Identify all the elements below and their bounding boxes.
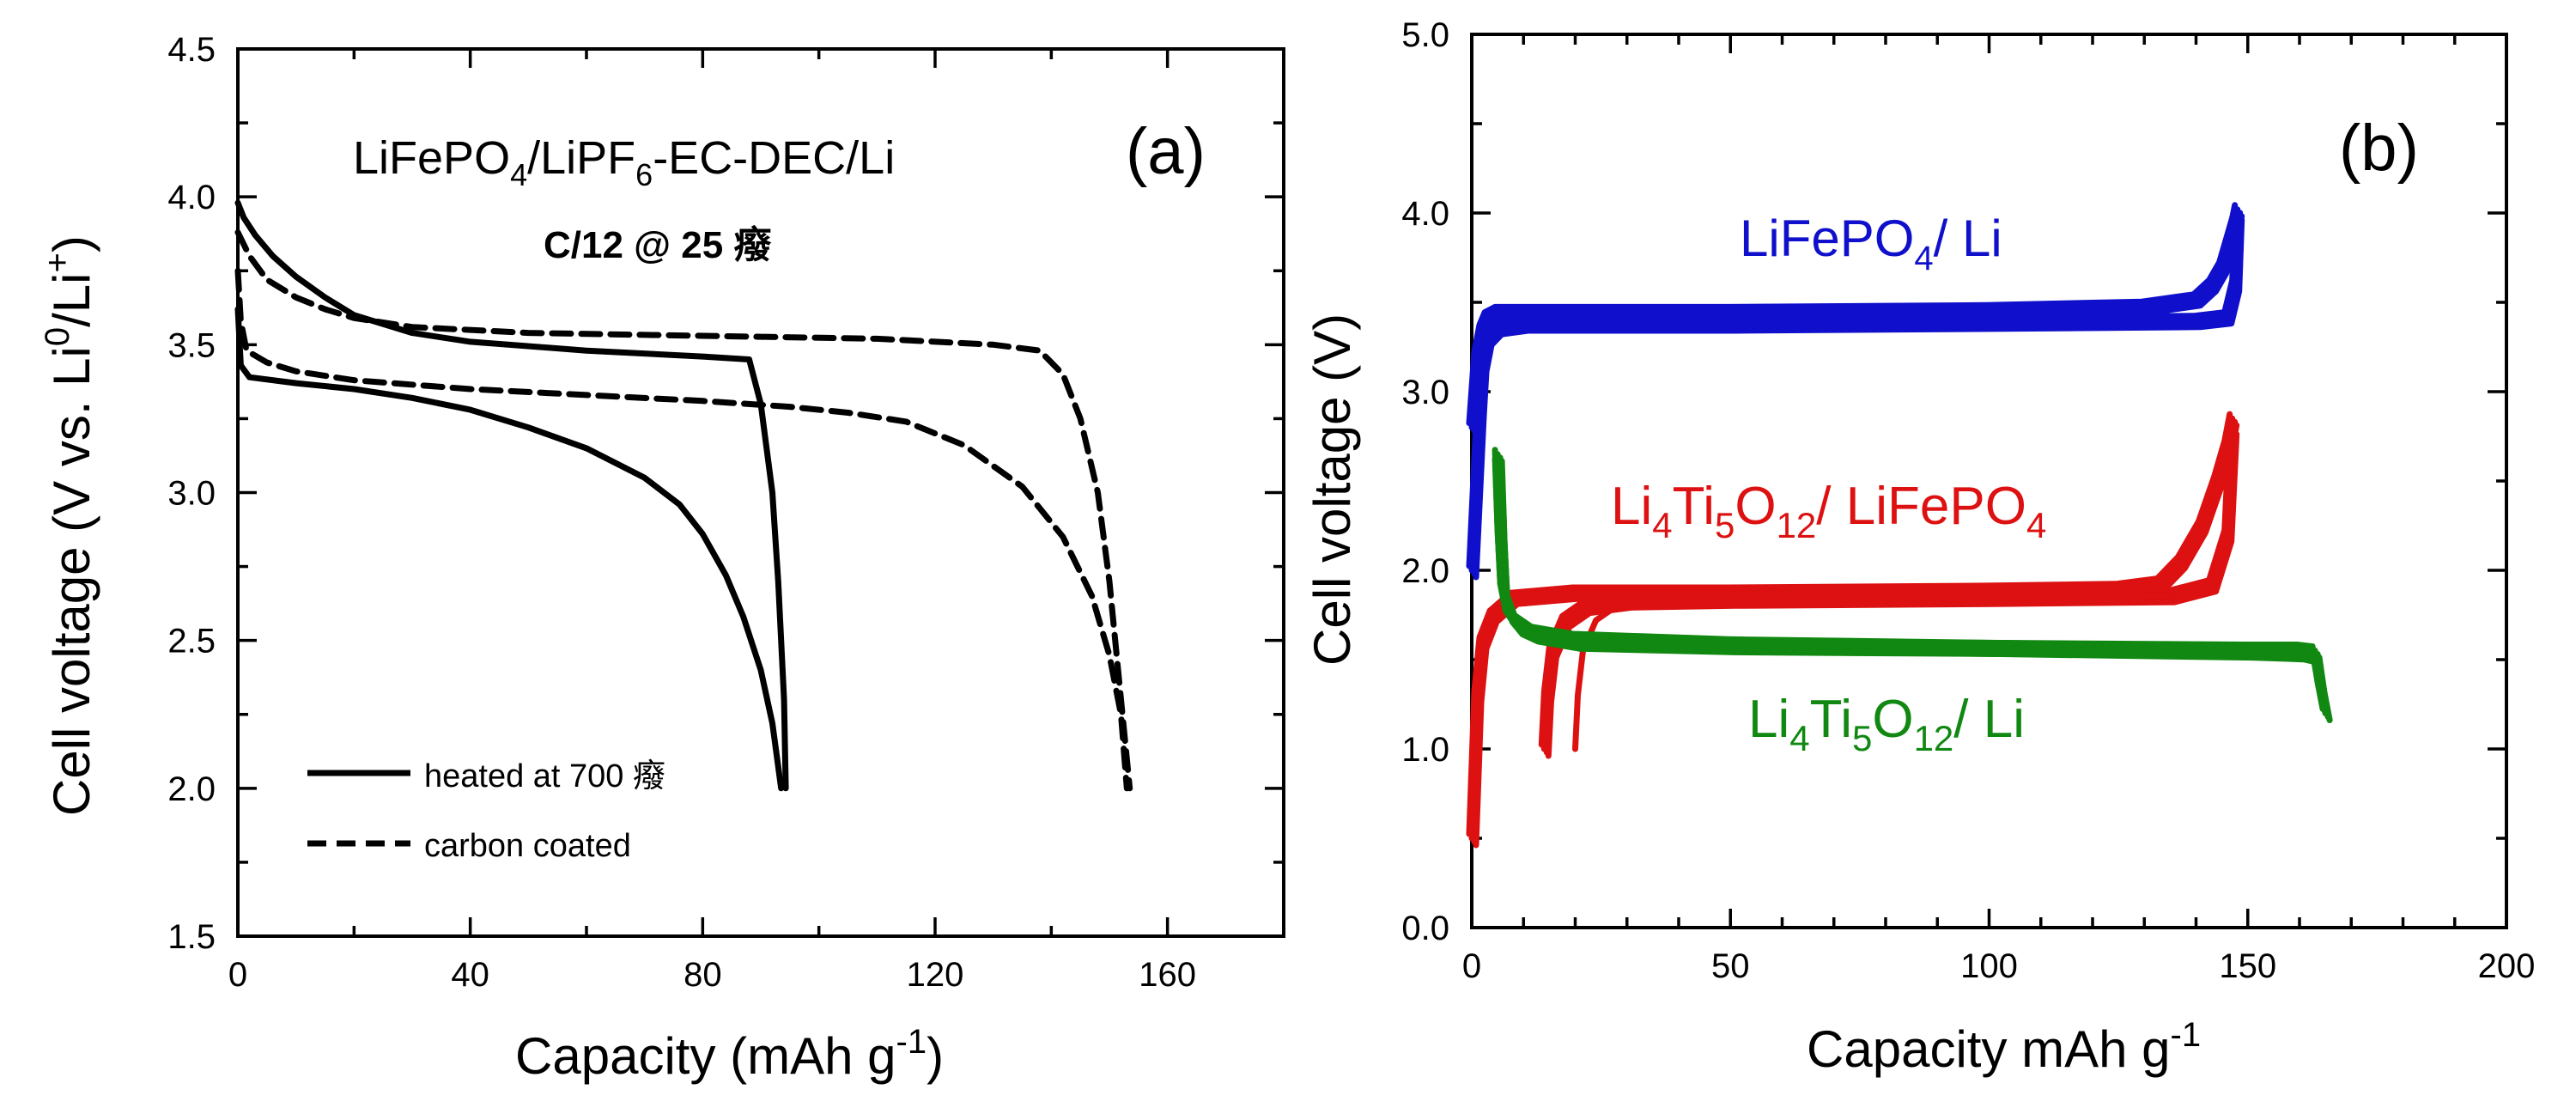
legend-label-heated: heated at 700 癈	[424, 758, 665, 794]
x-tick-label: 40	[451, 956, 489, 994]
x-tick-label: 100	[1960, 947, 2018, 985]
series-1-charge-curve-cycle2	[1466, 411, 2233, 837]
panel-a-label: (a)	[1126, 115, 1206, 188]
panel-a-curves	[234, 199, 1133, 792]
panel-a-axis-ticks: 0 40 80 120 160 1.5 2.0 2.5 3.0 3.5 4.0 4.5	[167, 31, 1285, 994]
panel-a-title: LiFePO4/LiPF6-EC-DEC/Li	[353, 132, 895, 192]
panel-b-ylabel: Cell voltage (V)	[1303, 313, 1361, 666]
panel-a-xlabel: Capacity (mAh g-1)	[515, 1023, 944, 1085]
panel-b-chart: 0 50 100 150 200 0.0 1.0 2.0 3.0 4.0 5.0 (b) Capac…	[1303, 16, 2535, 1078]
series-1-charge-curve	[234, 229, 1133, 792]
y-tick-label: 2.5	[167, 623, 216, 660]
x-tick-label: 0	[1462, 947, 1481, 985]
series-1-discharge-curve	[234, 267, 1130, 792]
series-2-discharge-curve-cycle2	[1492, 455, 2326, 712]
y-tick-label: 1.5	[167, 918, 216, 956]
panel-a-legend: heated at 700 癈 carbon coated	[307, 758, 665, 864]
x-tick-label: 80	[683, 956, 722, 994]
panel-b-label: (b)	[2339, 112, 2419, 185]
series-0-discharge-curve	[234, 306, 785, 792]
y-tick-label: 3.5	[167, 326, 216, 364]
y-tick-label: 4.0	[1401, 195, 1449, 233]
label-lto-li: Li4Ti5O12/ Li	[1748, 690, 2025, 758]
x-tick-label: 0	[228, 956, 247, 994]
y-tick-label: 4.0	[167, 179, 216, 216]
y-tick-label: 4.5	[167, 31, 216, 69]
y-tick-label: 5.0	[1401, 16, 1449, 54]
series-1-discharge-curve-cycle2	[1538, 420, 2233, 748]
panel-a-ylabel: Cell voltage (V vs. Li0/Li+)	[39, 235, 100, 816]
panel-a-chart: 0 40 80 120 160 1.5 2.0 2.5 3.0 3.5 4.0 4.5 (a) LiF…	[39, 31, 1285, 1085]
y-tick-label: 1.0	[1401, 731, 1449, 769]
y-tick-label: 2.0	[167, 770, 216, 808]
label-lto-lifepo4: Li4Ti5O12/ LiFePO4	[1611, 477, 2046, 545]
label-lifepo4-li: LiFePO4/ Li	[1740, 210, 2002, 277]
series-0-charge-curve	[1468, 206, 2241, 431]
series-1-discharge-curve-shifted	[1572, 424, 2236, 752]
x-tick-label: 200	[2478, 947, 2536, 985]
series-1-discharge-curve-cycle3	[1545, 431, 2240, 759]
panel-b-axis-ticks: 0 50 100 150 200 0.0 1.0 2.0 3.0 4.0 5.0	[1401, 16, 2535, 985]
series-2-discharge-curve-cycle3	[1498, 466, 2333, 723]
panel-b-curves	[1466, 202, 2333, 849]
series-0-discharge-curve-cycle2	[1466, 205, 2239, 569]
series-0-charge-curve	[234, 199, 789, 792]
y-tick-label: 2.0	[1401, 552, 1449, 590]
series-0-discharge-curve-cycle3	[1473, 216, 2245, 581]
series-0-charge-curve-cycle2	[1466, 202, 2239, 427]
y-tick-label: 0.0	[1401, 910, 1449, 947]
y-tick-label: 3.0	[167, 475, 216, 513]
legend-label-carbon: carbon coated	[424, 828, 631, 864]
panel-b-xlabel: Capacity mAh g-1	[1807, 1016, 2201, 1078]
y-tick-label: 3.0	[1401, 374, 1449, 411]
x-tick-label: 150	[2219, 947, 2276, 985]
x-tick-label: 160	[1139, 956, 1196, 994]
x-tick-label: 50	[1711, 947, 1750, 985]
panel-a-subtitle: C/12 @ 25 癈	[544, 224, 772, 266]
x-tick-label: 120	[907, 956, 964, 994]
